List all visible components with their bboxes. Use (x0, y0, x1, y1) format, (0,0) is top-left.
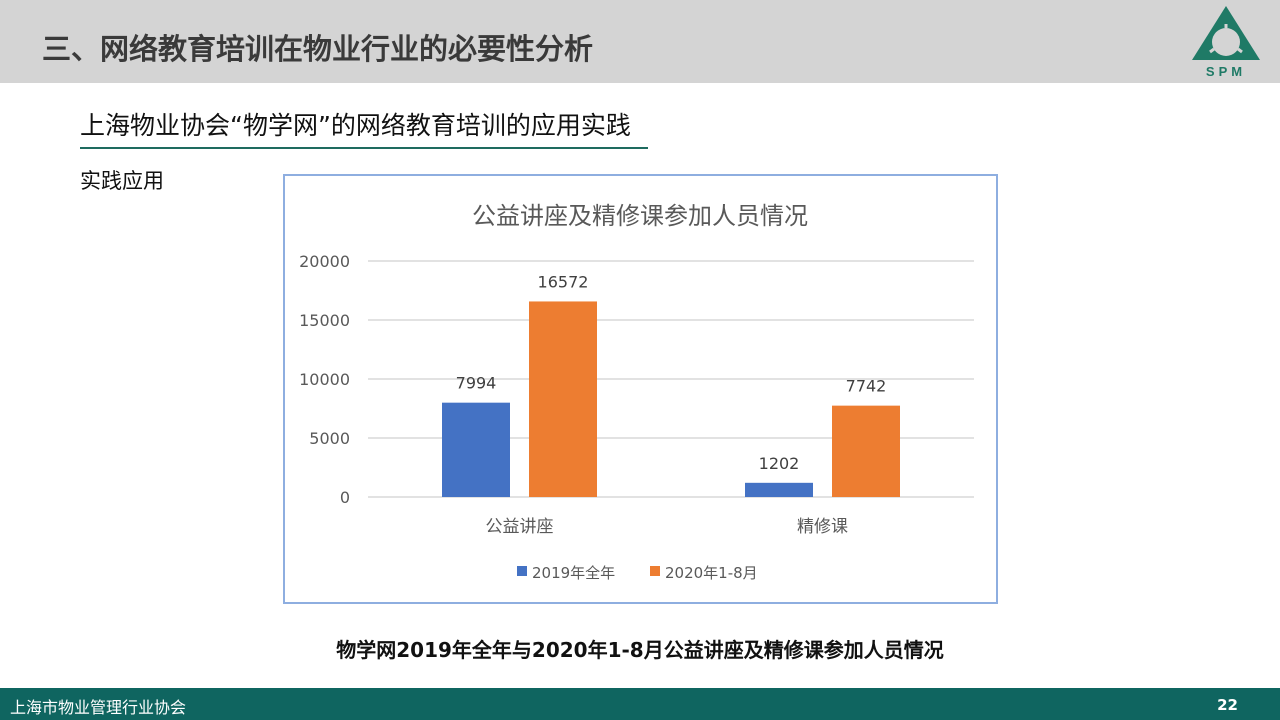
x-category-label: 精修课 (797, 517, 848, 537)
bar-1-1 (442, 402, 510, 497)
data-label: 7742 (846, 377, 887, 396)
slide-title: 三、网络教育培训在物业行业的必要性分析 (42, 32, 594, 66)
y-tick-label: 15000 (299, 311, 350, 330)
data-label: 7994 (456, 374, 497, 393)
y-tick-label: 20000 (299, 252, 350, 271)
chart-frame (283, 174, 998, 604)
footer-org: 上海市物业管理行业协会 (10, 698, 187, 717)
y-tick-label: 10000 (299, 370, 350, 389)
caption-text: 物学网2019年全年与2020年1-8月公益讲座及精修课参加人员情况 (336, 638, 944, 662)
header-bar: 三、网络教育培训在物业行业的必要性分析 SPM (0, 0, 1280, 83)
legend-swatch-1 (517, 566, 527, 576)
chart-caption: 物学网2019年全年与2020年1-8月公益讲座及精修课参加人员情况 (0, 634, 1280, 663)
footer-bar: 上海市物业管理行业协会 22 (0, 688, 1280, 720)
subtitle-underline (80, 147, 648, 149)
spm-logo-icon: SPM (1192, 6, 1260, 79)
x-category-label: 公益讲座 (486, 517, 554, 537)
y-tick-label: 5000 (309, 429, 350, 448)
bar-1-2 (745, 482, 813, 497)
chart-title: 公益讲座及精修课参加人员情况 (472, 202, 808, 230)
bar-2-2 (832, 405, 900, 497)
data-label: 16572 (538, 272, 589, 291)
svg-text:SPM: SPM (1206, 64, 1246, 79)
legend-label-2: 2020年1-8月 (665, 564, 758, 582)
section-label: 实践应用 (80, 169, 164, 193)
bar-2-1 (529, 301, 597, 497)
legend-label-1: 2019年全年 (532, 564, 615, 582)
y-tick-label: 0 (340, 488, 350, 507)
slide-subtitle: 上海物业协会“物学网”的网络教育培训的应用实践 (80, 111, 631, 140)
data-label: 1202 (759, 454, 800, 473)
page-number: 22 (1217, 696, 1238, 714)
legend-swatch-2 (650, 566, 660, 576)
